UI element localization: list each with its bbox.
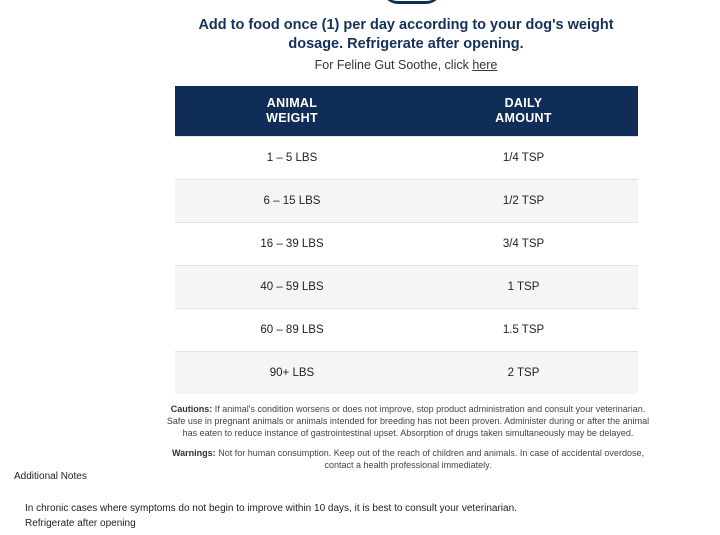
decorative-arc bbox=[382, 0, 442, 4]
header-text: AMOUNT bbox=[495, 110, 552, 125]
feline-link-prefix: For Feline Gut Soothe, click bbox=[314, 58, 473, 72]
amount-cell: 1.5 TSP bbox=[409, 307, 638, 351]
warnings-text: Not for human consumption. Keep out of t… bbox=[218, 448, 644, 470]
header-daily-amount: DAILY AMOUNT bbox=[409, 86, 638, 136]
table-row: 1 – 5 LBS 1/4 TSP bbox=[175, 135, 638, 179]
amount-cell: 1/2 TSP bbox=[409, 178, 638, 222]
dosage-table: ANIMAL WEIGHT DAILY AMOUNT 1 – 5 LBS 1/4… bbox=[175, 86, 638, 394]
amount-cell: 2 TSP bbox=[409, 350, 638, 394]
table-row: 90+ LBS 2 TSP bbox=[175, 350, 638, 394]
weight-cell: 90+ LBS bbox=[175, 350, 409, 394]
cautions-label: Cautions: bbox=[170, 404, 213, 414]
weight-cell: 60 – 89 LBS bbox=[175, 307, 409, 351]
note-line: In chronic cases where symptoms do not b… bbox=[25, 503, 517, 514]
weight-cell: 1 – 5 LBS bbox=[175, 135, 409, 179]
feline-link-line: For Feline Gut Soothe, click here bbox=[176, 57, 636, 73]
weight-cell: 40 – 59 LBS bbox=[175, 264, 409, 308]
amount-cell: 3/4 TSP bbox=[409, 221, 638, 265]
table-row: 16 – 39 LBS 3/4 TSP bbox=[175, 221, 638, 265]
header-animal-weight: ANIMAL WEIGHT bbox=[175, 86, 409, 136]
header-text: ANIMAL bbox=[266, 95, 318, 110]
table-row: 40 – 59 LBS 1 TSP bbox=[175, 264, 638, 308]
header-text: WEIGHT bbox=[266, 110, 318, 125]
additional-notes-body: In chronic cases where symptoms do not b… bbox=[25, 501, 517, 531]
feline-gut-soothe-link[interactable]: here bbox=[472, 58, 498, 72]
warnings-label: Warnings: bbox=[172, 448, 216, 458]
dosage-instructions: Add to food once (1) per day according t… bbox=[198, 17, 614, 52]
dosage-intro: Add to food once (1) per day according t… bbox=[176, 16, 636, 73]
weight-cell: 16 – 39 LBS bbox=[175, 221, 409, 265]
header-text: DAILY bbox=[504, 95, 543, 110]
table-row: 60 – 89 LBS 1.5 TSP bbox=[175, 307, 638, 351]
table-header-row: ANIMAL WEIGHT DAILY AMOUNT bbox=[175, 86, 638, 136]
weight-cell: 6 – 15 LBS bbox=[175, 178, 409, 222]
amount-cell: 1 TSP bbox=[409, 264, 638, 308]
table-row: 6 – 15 LBS 1/2 TSP bbox=[175, 178, 638, 222]
additional-notes-title: Additional Notes bbox=[14, 471, 87, 482]
note-line: Refrigerate after opening bbox=[25, 518, 136, 529]
warnings-notice: Warnings: Not for human consumption. Kee… bbox=[162, 447, 654, 471]
amount-cell: 1/4 TSP bbox=[409, 135, 638, 179]
cautions-text: If animal's condition worsens or does no… bbox=[166, 404, 650, 438]
cautions-notice: Cautions: If animal's condition worsens … bbox=[162, 403, 654, 439]
